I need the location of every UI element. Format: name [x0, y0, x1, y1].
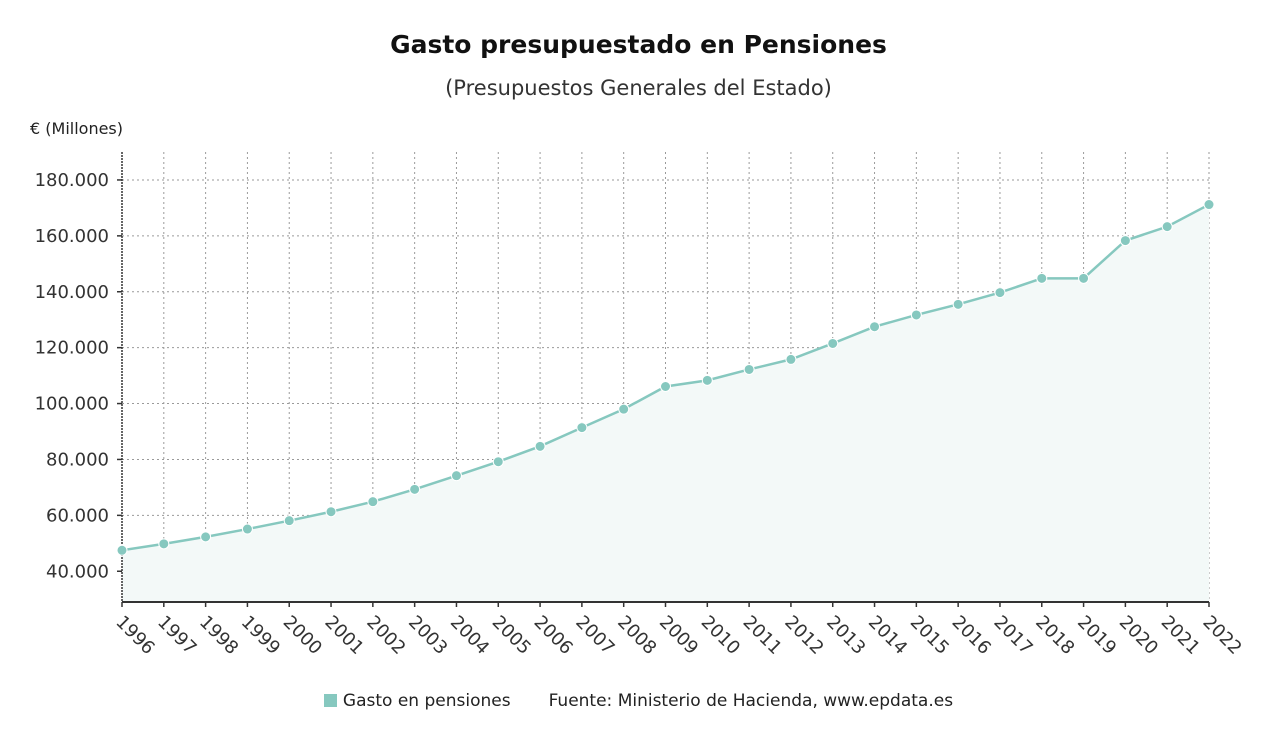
data-point-2017	[994, 287, 1006, 299]
x-tick-label: 2016	[948, 612, 995, 659]
x-tick-label: 2015	[906, 612, 953, 659]
x-tick-label: 2018	[1031, 612, 1078, 659]
x-tick-label: 2009	[655, 612, 702, 659]
data-point-2005	[492, 456, 504, 468]
data-point-2022	[1203, 199, 1215, 211]
data-point-1999	[241, 523, 253, 535]
x-tick-label: 2017	[989, 612, 1036, 659]
y-tick-label: 40.000	[46, 561, 109, 582]
x-tick-label: 1997	[153, 612, 200, 659]
x-tick-label: 2019	[1073, 612, 1120, 659]
legend-swatch	[323, 694, 337, 707]
data-point-2014	[869, 321, 881, 333]
x-tick-label: 2005	[488, 612, 535, 659]
x-tick-label: 1998	[195, 612, 242, 659]
y-tick-label: 60.000	[46, 505, 109, 526]
data-point-2013	[827, 337, 839, 349]
x-tick-label: 2022	[1198, 612, 1245, 659]
x-tick-label: 2004	[446, 612, 493, 659]
data-point-2009	[660, 381, 671, 393]
x-tick-label: 2002	[362, 612, 409, 659]
chart-title: Gasto presupuestado en Pensiones	[390, 30, 887, 59]
y-tick-label: 80.000	[46, 449, 109, 470]
x-tick-labels: 1996199719981999200020012002200320042005…	[111, 612, 1245, 659]
data-point-2006	[534, 440, 546, 452]
y-tick-label: 140.000	[35, 282, 109, 303]
x-tick-label: 2003	[404, 612, 451, 659]
chart-subtitle: (Presupuestos Generales del Estado)	[445, 76, 832, 100]
data-point-2003	[409, 483, 421, 495]
x-tick-label: 2007	[571, 612, 618, 659]
x-tick-label: 2006	[530, 612, 577, 659]
x-tick-label: 2021	[1157, 612, 1204, 659]
x-tick-label: 2010	[697, 612, 744, 659]
data-point-1997	[158, 538, 170, 550]
data-point-2011	[743, 363, 755, 375]
data-point-2001	[325, 506, 337, 518]
data-point-2021	[1161, 221, 1173, 233]
x-tick-label: 2008	[613, 612, 660, 659]
x-tick-label: 1996	[111, 612, 158, 659]
data-point-2015	[910, 309, 922, 321]
data-point-2020	[1119, 235, 1131, 247]
data-point-2000	[283, 515, 295, 527]
data-point-1998	[200, 531, 212, 543]
x-tick-label: 2011	[739, 612, 786, 659]
data-point-2002	[367, 496, 379, 508]
data-point-2008	[618, 403, 630, 415]
axes	[117, 152, 1210, 607]
data-point-2012	[785, 353, 797, 365]
x-tick-label: 2014	[864, 612, 911, 659]
y-tick-label: 180.000	[35, 170, 109, 191]
data-point-2010	[701, 374, 713, 386]
legend: Gasto en pensiones Fuente: Ministerio de …	[0, 691, 1277, 711]
y-tick-label: 100.000	[35, 394, 109, 415]
legend-label: Gasto en pensiones	[342, 691, 511, 711]
y-tick-label: 160.000	[35, 226, 109, 247]
x-tick-label: 2012	[780, 612, 827, 659]
series-area-fill	[122, 204, 1209, 603]
data-point-1996	[116, 544, 128, 556]
x-tick-label: 2020	[1115, 612, 1162, 659]
y-tick-labels: 40.000 60.000 80.000 100.000 120.000 140.000 1…	[35, 170, 109, 582]
x-tick-label: 2000	[279, 612, 326, 659]
y-tick-label: 120.000	[35, 338, 109, 359]
data-point-2004	[450, 470, 462, 482]
x-tick-label: 2013	[822, 612, 869, 659]
x-tick-label: 1999	[237, 612, 284, 659]
x-tick-label: 2001	[321, 612, 368, 659]
data-points	[116, 199, 1215, 556]
source-note: Fuente: Ministerio de Hacienda, www.epda…	[548, 691, 954, 711]
y-axis-label: € (Millones)	[30, 119, 123, 138]
data-point-2018	[1036, 272, 1048, 284]
data-point-2007	[576, 422, 588, 434]
data-point-2016	[952, 298, 964, 310]
data-point-2019	[1078, 272, 1090, 284]
